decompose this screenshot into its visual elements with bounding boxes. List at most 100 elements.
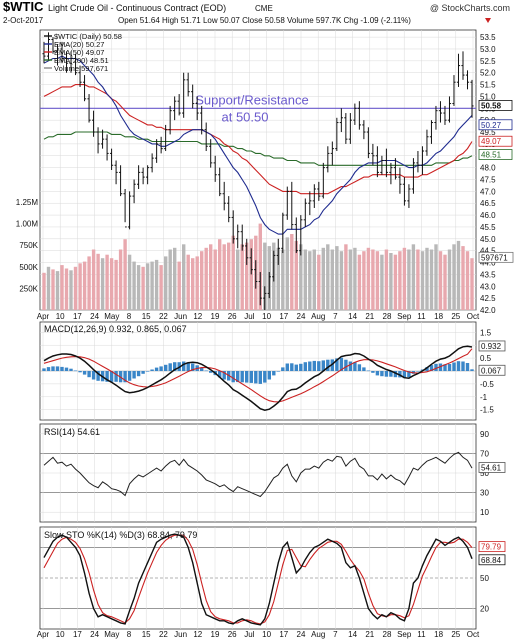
macd-hist-bar bbox=[209, 371, 213, 373]
volume-bar bbox=[118, 249, 123, 310]
volume-bar bbox=[173, 247, 177, 310]
rsi-axis: 90 70 50 30 10 54.61 bbox=[478, 430, 506, 517]
macd-tick-label: -1.5 bbox=[480, 406, 494, 415]
date-tick-label: 18 bbox=[434, 630, 443, 639]
date-tick-label: 10 bbox=[262, 312, 271, 321]
macd-hist-bar bbox=[191, 363, 195, 371]
volume-bar bbox=[150, 261, 154, 310]
volume-bar bbox=[123, 239, 127, 310]
volume-bar bbox=[281, 249, 285, 310]
date-tick-label: 7 bbox=[333, 630, 338, 639]
volume-bar bbox=[136, 265, 141, 310]
macd-hist-bar bbox=[335, 358, 339, 371]
sto-series bbox=[43, 533, 473, 626]
volume-bar bbox=[438, 251, 443, 310]
macd-hist-bar bbox=[465, 363, 470, 371]
macd-hist-bar bbox=[150, 369, 154, 371]
volume-bar bbox=[87, 256, 91, 310]
sto-d-line bbox=[43, 534, 473, 625]
date-tick-label: Apr bbox=[37, 630, 50, 639]
macd-hist-bar bbox=[447, 364, 452, 371]
macd-hist-bar bbox=[204, 370, 208, 372]
volume-bar bbox=[82, 261, 87, 310]
volume-tick-label: 1.25M bbox=[16, 198, 39, 207]
price-value-label: 48.51 bbox=[481, 151, 502, 160]
date-tick-label: 28 bbox=[383, 312, 392, 321]
date-tick-label: 12 bbox=[193, 630, 202, 639]
resistance-annotation-line1: Support/Resistance bbox=[195, 92, 308, 107]
macd-hist-bar bbox=[326, 359, 330, 371]
volume-bar bbox=[447, 249, 452, 310]
date-tick-label: 17 bbox=[73, 630, 82, 639]
macd-hist-bar bbox=[317, 361, 321, 371]
volume-bar bbox=[407, 249, 411, 310]
rsi-value-tag bbox=[478, 462, 506, 473]
volume-bar bbox=[209, 244, 213, 310]
chart-header: $WTIC Light Crude Oil - Continuous Contr… bbox=[3, 0, 510, 25]
rsi-tick-label: 90 bbox=[480, 430, 489, 439]
volume-bar bbox=[182, 244, 186, 310]
macd-hist-bar bbox=[186, 362, 190, 371]
volume-bar bbox=[402, 247, 407, 310]
macd-hist-bar bbox=[254, 371, 258, 384]
legend-entry: EMA(200) 48.51 bbox=[54, 56, 109, 65]
date-tick-label: 26 bbox=[228, 630, 237, 639]
sto-value-tag bbox=[478, 541, 506, 553]
volume-bar bbox=[159, 265, 163, 310]
macd-value-label: 0.932 bbox=[481, 342, 502, 351]
price-value-tag bbox=[478, 149, 513, 160]
price-tick-label: 52.5 bbox=[480, 57, 496, 66]
volume-bar bbox=[434, 244, 438, 310]
volume-value-label: 597671 bbox=[481, 253, 508, 262]
macd-hist-bar bbox=[384, 371, 389, 377]
rsi-tick-label: 30 bbox=[480, 489, 489, 498]
volume-bar bbox=[353, 247, 357, 310]
volume-bar bbox=[411, 244, 416, 310]
volume-bar bbox=[375, 251, 380, 310]
macd-value-tag bbox=[478, 340, 506, 352]
date-tick-label: May bbox=[104, 630, 119, 639]
sto-grid bbox=[40, 527, 476, 629]
macd-hist-bar bbox=[308, 361, 312, 371]
macd-hist-bar bbox=[123, 371, 127, 383]
date-tick-label: Oct bbox=[467, 312, 480, 321]
macd-hist-bar bbox=[276, 371, 280, 372]
macd-hist-bar bbox=[60, 366, 64, 371]
volume-value-tag bbox=[478, 251, 514, 263]
date-tick-label: 14 bbox=[348, 312, 357, 321]
macd-hist-bar bbox=[46, 367, 51, 371]
macd-hist-bar bbox=[64, 367, 69, 371]
volume-bar bbox=[186, 254, 190, 310]
macd-hist-bar bbox=[245, 371, 249, 383]
macd-hist-bar bbox=[136, 371, 141, 377]
date-tick-label: 19 bbox=[211, 630, 220, 639]
macd-hist-bar bbox=[375, 371, 380, 376]
volume-bar bbox=[227, 242, 231, 310]
date-tick-label: 11 bbox=[417, 630, 426, 639]
date-tick-label: 10 bbox=[262, 630, 271, 639]
macd-hist-bar bbox=[164, 364, 168, 371]
date-tick-label: 24 bbox=[297, 312, 306, 321]
date-tick-label: Aug bbox=[311, 630, 325, 639]
macd-hist-bar bbox=[141, 371, 145, 374]
volume-bar bbox=[177, 261, 181, 310]
date-tick-label: 11 bbox=[417, 312, 426, 321]
date-tick-label: 19 bbox=[211, 312, 220, 321]
price-axis: 42.0 42.5 43.0 43.5 44.0 44.5 45.0 45.5 46.0 46.5… bbox=[478, 33, 514, 315]
sto-axis: 50 20 79.79 68.84 bbox=[478, 541, 506, 614]
macd-hist-bar bbox=[263, 371, 267, 383]
price-panel: 1.25M 1.00M 750K 500K 250K Support/Resistanc… bbox=[16, 29, 514, 315]
macd-hist-bar bbox=[312, 360, 316, 371]
price-tick-label: 45.0 bbox=[480, 235, 496, 244]
volume-bar bbox=[452, 244, 456, 310]
volume-bar bbox=[470, 258, 474, 310]
volume-bar bbox=[312, 249, 316, 310]
date-tick-label: 10 bbox=[56, 630, 65, 639]
macd-hist-bar bbox=[461, 361, 465, 371]
price-tick-label: 46.0 bbox=[480, 211, 496, 220]
sto-k-line bbox=[43, 533, 473, 626]
macd-hist-bar bbox=[159, 366, 163, 371]
